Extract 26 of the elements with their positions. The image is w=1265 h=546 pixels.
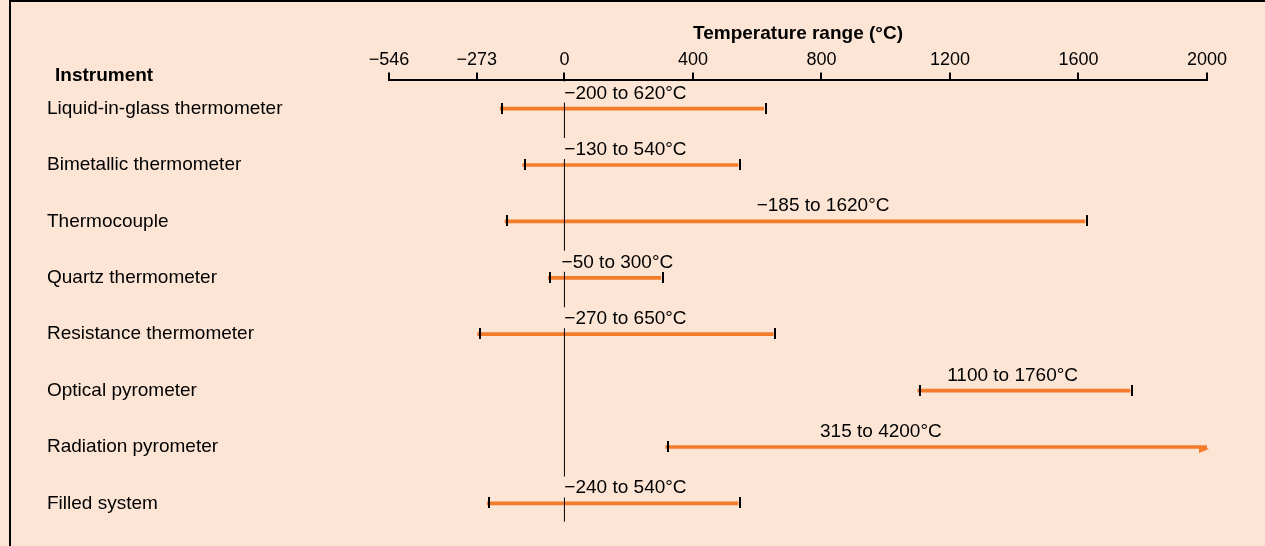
annotation: −185 to 1620°C (756, 194, 890, 216)
y-axis-title: Instrument (55, 63, 154, 85)
x-tick-label: 1200 (929, 48, 970, 69)
x-tick-label: 1600 (1058, 48, 1099, 69)
y-tick-label: Liquid-in-glass thermometer (47, 96, 284, 118)
y-tick-label: Optical pyrometer (47, 378, 198, 400)
y-tick-label: Filled system (47, 491, 158, 513)
annotation: −130 to 540°C (564, 138, 687, 159)
annotation: 1100 to 1760°C (947, 363, 1079, 385)
annotation: 315 to 4200°C (820, 420, 942, 441)
x-tick-label: −273 (456, 48, 497, 69)
x-tick-label: 800 (806, 48, 837, 69)
y-tick-label: Quartz thermometer (47, 266, 218, 288)
annotation: −240 to 540°C (564, 476, 687, 498)
annotation: −270 to 650°C (564, 307, 687, 329)
x-axis-title: Temperature range (°C) (693, 21, 903, 43)
y-tick-label: Radiation pyrometer (47, 435, 219, 457)
annotation: −200 to 620°C (564, 81, 687, 103)
x-tick-label: 0 (559, 48, 570, 69)
x-tick-label: 400 (677, 48, 708, 69)
annotation: −50 to 300°C (561, 250, 674, 272)
y-tick-label: Thermocouple (47, 209, 169, 231)
x-tick-label: 2000 (1186, 48, 1228, 69)
y-tick-label: Bimetallic thermometer (47, 153, 242, 175)
y-tick-label: Resistance thermometer (47, 322, 255, 344)
x-tick-label: −546 (368, 48, 410, 69)
